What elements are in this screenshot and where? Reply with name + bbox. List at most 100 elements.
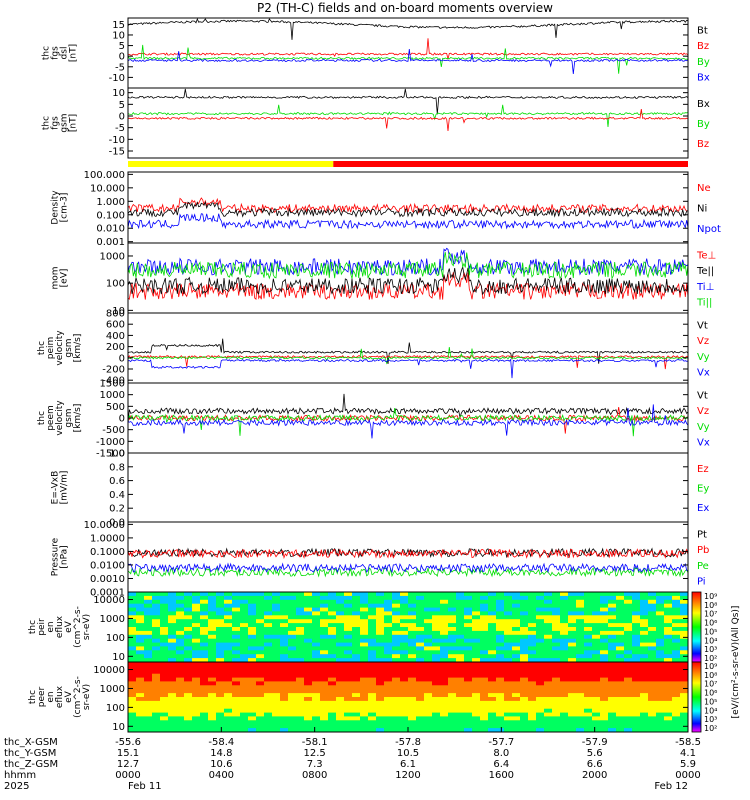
spectrogram-cell [536, 623, 545, 628]
spectrogram-cell [608, 728, 617, 733]
spectrogram-cell [200, 720, 209, 725]
spectrogram-cell [608, 724, 617, 729]
spectrogram-cell [544, 603, 553, 608]
spectrogram-cell [408, 665, 417, 671]
spectrogram-cell [424, 728, 433, 733]
spectrogram-cell [248, 630, 257, 636]
spectrogram-cell [616, 716, 625, 721]
spectrogram-cell [200, 673, 209, 678]
spectrogram-cell [536, 689, 545, 694]
y-axis-label-line: thc [28, 690, 38, 704]
spectrogram-cell [600, 697, 609, 702]
spectrogram-cell [144, 681, 153, 686]
spectrogram-cell [272, 665, 281, 671]
spectrogram-cell [504, 634, 513, 640]
y-tick-label: 1000 [100, 390, 125, 401]
spectrogram-cell [504, 658, 513, 663]
spectrogram-cell [264, 646, 273, 651]
x-row-value: 6.4 [493, 759, 509, 770]
spectrogram-cell [488, 716, 497, 721]
spectrogram-cell [152, 630, 161, 636]
spectrogram-cell [648, 599, 657, 605]
spectrogram-cell [472, 693, 481, 698]
spectrogram-cell [560, 607, 569, 612]
spectrogram-cell [536, 669, 545, 675]
spectrogram-cell [464, 662, 473, 667]
spectrogram-cell [224, 658, 233, 663]
spectrogram-cell [680, 693, 689, 698]
spectrogram-cell [296, 728, 305, 733]
spectrogram-cell [320, 669, 329, 675]
spectrogram-cell [576, 708, 585, 713]
spectrogram-cell [528, 592, 537, 597]
y-axis-label-line: eV [64, 620, 74, 633]
spectrogram-cell [360, 662, 369, 667]
spectrogram-cell [224, 677, 233, 682]
spectrogram-cell [448, 728, 457, 733]
spectrogram-cell [648, 634, 657, 640]
spectrogram-cell [416, 607, 425, 612]
spectrogram-cell [312, 611, 321, 616]
spectrogram-cell [464, 693, 473, 698]
spectrogram-cell [560, 650, 569, 655]
spectrogram-cell [432, 720, 441, 725]
spectrogram-cell [600, 627, 609, 632]
spectrogram-cell [144, 720, 153, 725]
spectrogram-cell [336, 708, 345, 713]
spectrogram-cell [232, 630, 241, 636]
spectrogram-cell [152, 720, 161, 725]
spectrogram-cell [240, 615, 249, 620]
spectrogram-cell [384, 611, 393, 616]
spectrogram-cell [256, 615, 265, 620]
y-axis-label-line: [km/s] [73, 404, 83, 433]
spectrogram-cell [256, 595, 265, 601]
spectrogram-cell [344, 689, 353, 694]
spectrogram-cell [520, 650, 529, 655]
spectrogram-cell [136, 677, 145, 682]
spectrogram-cell [424, 693, 433, 698]
spectrogram-cell [504, 700, 513, 706]
spectrogram-cell [624, 630, 633, 636]
spectrogram-cell [184, 665, 193, 671]
spectrogram-cell [424, 704, 433, 710]
spectrogram-cell [392, 634, 401, 640]
spectrogram-cell [656, 603, 665, 608]
spectrogram-cell [352, 689, 361, 694]
spectrogram-cell [360, 607, 369, 612]
spectrogram-cell [208, 595, 217, 601]
spectrogram-cell [192, 638, 201, 643]
spectrogram-cell [240, 681, 249, 686]
spectrogram-cell [328, 716, 337, 721]
spectrogram-cell [664, 638, 673, 643]
spectrogram-cell [320, 685, 329, 690]
spectrogram-cell [392, 615, 401, 620]
spectrogram-cell [472, 677, 481, 682]
spectrogram-cell [480, 712, 489, 717]
y-axis-label-line: dsl [60, 47, 70, 60]
spectrogram-cell [504, 728, 513, 733]
spectrogram-cell [208, 700, 217, 706]
spectrogram-cell [416, 623, 425, 628]
spectrogram-cell [360, 669, 369, 675]
spectrogram-cell [256, 669, 265, 675]
spectrogram-cell [352, 700, 361, 706]
spectrogram-cell [560, 693, 569, 698]
spectrogram-cell [672, 728, 681, 733]
spectrogram-cell [552, 642, 561, 647]
spectrogram-cell [328, 697, 337, 702]
spectrogram-cell [656, 665, 665, 671]
spectrogram-cell [160, 646, 169, 651]
spectrogram-cell [432, 630, 441, 636]
y-axis-label-line: (cm^2-s- [73, 606, 83, 648]
spectrogram-cell [376, 592, 385, 597]
spectrogram-cell [456, 665, 465, 671]
spectrogram-cell [320, 673, 329, 678]
spectrogram-cell [448, 693, 457, 698]
spectrogram-cell [632, 697, 641, 702]
spectrogram-cell [440, 638, 449, 643]
spectrogram-cell [296, 689, 305, 694]
spectrogram-cell [632, 642, 641, 647]
spectrogram-cell [592, 619, 601, 624]
